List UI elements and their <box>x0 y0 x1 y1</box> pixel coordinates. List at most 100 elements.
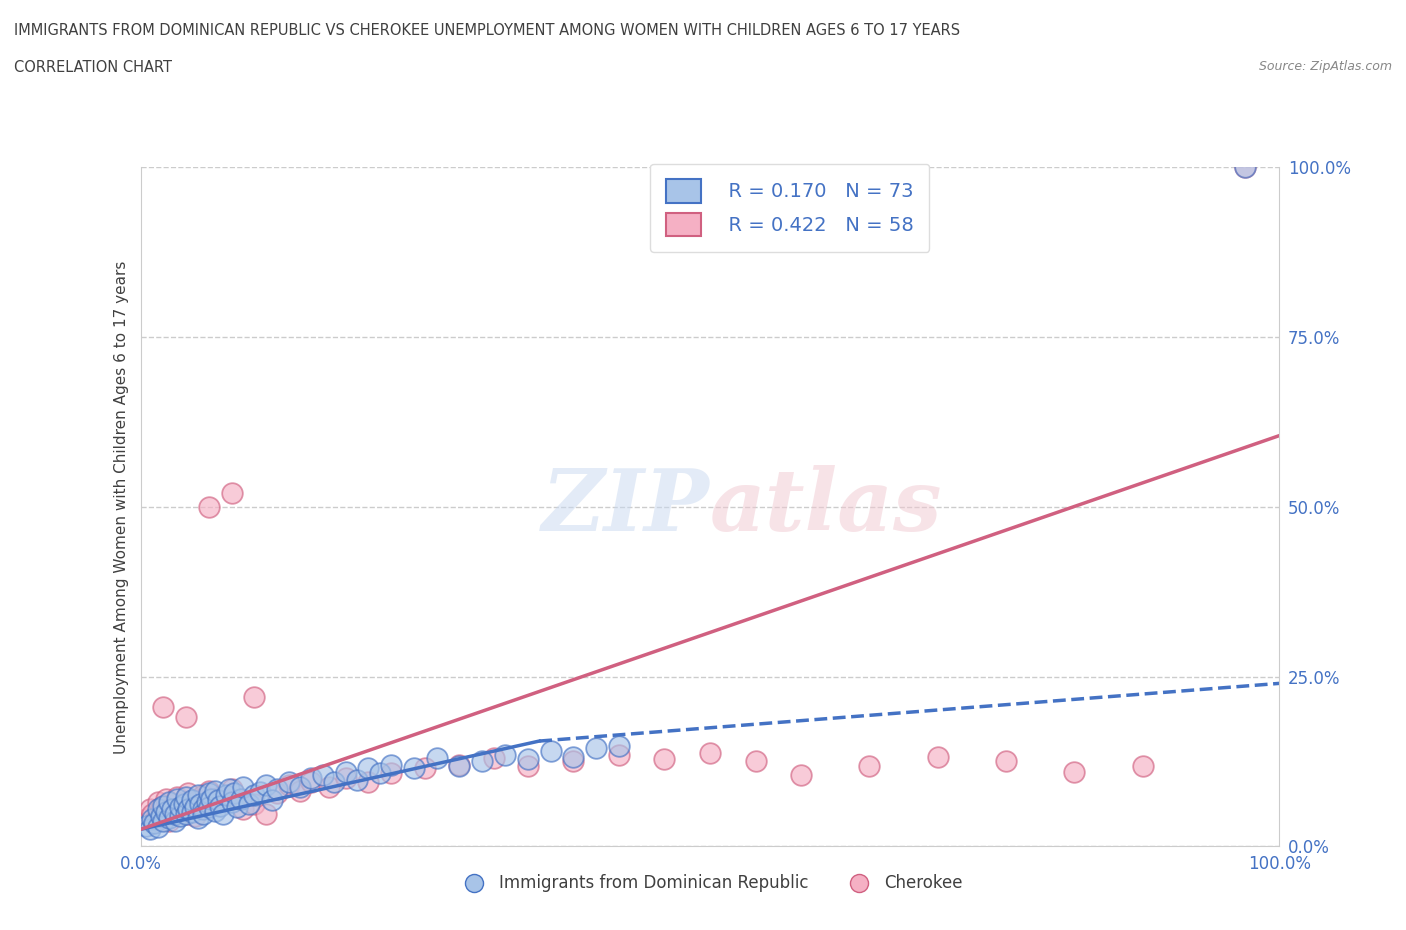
Point <box>654 752 676 767</box>
Point <box>193 802 215 817</box>
Point <box>157 813 180 828</box>
Text: ZIP: ZIP <box>543 465 710 549</box>
Point <box>229 791 252 806</box>
Point <box>146 795 169 810</box>
Point <box>155 791 177 806</box>
Point <box>150 800 173 815</box>
Point <box>186 788 209 803</box>
Point <box>471 754 494 769</box>
Point <box>157 810 180 825</box>
Point <box>198 783 221 798</box>
Text: CORRELATION CHART: CORRELATION CHART <box>14 60 172 75</box>
Point <box>152 808 174 823</box>
Point <box>318 779 340 794</box>
Point <box>188 797 211 812</box>
Point <box>135 812 157 827</box>
Point <box>195 795 218 810</box>
Point <box>357 775 380 790</box>
Point <box>254 806 277 821</box>
Point <box>368 765 391 780</box>
Point <box>166 791 188 806</box>
Point <box>243 788 266 803</box>
Point <box>198 499 221 514</box>
Point <box>180 800 202 815</box>
Y-axis label: Unemployment Among Women with Children Ages 6 to 17 years: Unemployment Among Women with Children A… <box>114 260 129 753</box>
Point <box>562 754 585 769</box>
Point <box>174 710 197 724</box>
Point <box>607 747 630 762</box>
Point <box>198 800 221 815</box>
Point <box>790 767 813 782</box>
Point <box>186 792 209 807</box>
Text: IMMIGRANTS FROM DOMINICAN REPUBLIC VS CHEROKEE UNEMPLOYMENT AMONG WOMEN WITH CHI: IMMIGRANTS FROM DOMINICAN REPUBLIC VS CH… <box>14 23 960 38</box>
Point <box>141 812 163 827</box>
Point <box>177 786 200 801</box>
Point <box>174 806 197 821</box>
Point <box>177 802 200 817</box>
Point <box>180 792 202 807</box>
Point <box>1063 764 1085 779</box>
Point <box>169 800 191 815</box>
Point <box>209 798 232 813</box>
Point <box>221 795 243 810</box>
Point <box>323 775 346 790</box>
Point <box>135 818 157 833</box>
Point <box>380 765 402 780</box>
Point <box>380 757 402 772</box>
Point <box>209 790 232 804</box>
Point <box>143 813 166 828</box>
Point <box>482 751 505 765</box>
Point <box>449 759 471 774</box>
Point <box>193 806 215 821</box>
Point <box>1234 160 1257 175</box>
Point <box>207 792 229 807</box>
Point <box>312 767 335 782</box>
Point <box>254 777 277 792</box>
Point <box>157 802 180 817</box>
Point <box>174 790 197 804</box>
Point <box>218 781 240 796</box>
Point <box>607 738 630 753</box>
Point <box>249 785 271 800</box>
Point <box>243 797 266 812</box>
Point <box>540 744 562 759</box>
Legend: Immigrants from Dominican Republic, Cherokee: Immigrants from Dominican Republic, Cher… <box>451 868 969 899</box>
Point <box>162 806 184 821</box>
Point <box>163 806 186 821</box>
Point <box>155 805 177 820</box>
Point <box>211 806 233 821</box>
Point <box>169 808 191 823</box>
Point <box>204 804 226 818</box>
Point <box>277 775 299 790</box>
Point <box>138 822 160 837</box>
Point <box>744 754 766 769</box>
Point <box>1132 759 1154 774</box>
Point <box>215 788 238 803</box>
Point <box>927 750 949 764</box>
Point <box>204 795 226 810</box>
Point <box>335 764 357 779</box>
Point <box>184 808 207 823</box>
Point <box>221 781 243 796</box>
Point <box>180 805 202 820</box>
Point <box>215 792 238 807</box>
Point <box>335 771 357 786</box>
Point <box>260 792 283 807</box>
Point <box>146 820 169 835</box>
Point <box>226 800 249 815</box>
Point <box>426 751 449 765</box>
Point <box>141 806 163 821</box>
Point <box>152 699 174 714</box>
Point <box>173 797 195 812</box>
Point <box>494 747 516 762</box>
Point <box>402 761 425 776</box>
Point <box>150 808 173 823</box>
Text: Source: ZipAtlas.com: Source: ZipAtlas.com <box>1258 60 1392 73</box>
Point <box>193 788 215 803</box>
Point <box>200 791 222 806</box>
Point <box>232 802 254 817</box>
Point <box>174 806 197 821</box>
Point <box>162 802 184 817</box>
Point <box>163 797 186 812</box>
Point <box>995 754 1018 769</box>
